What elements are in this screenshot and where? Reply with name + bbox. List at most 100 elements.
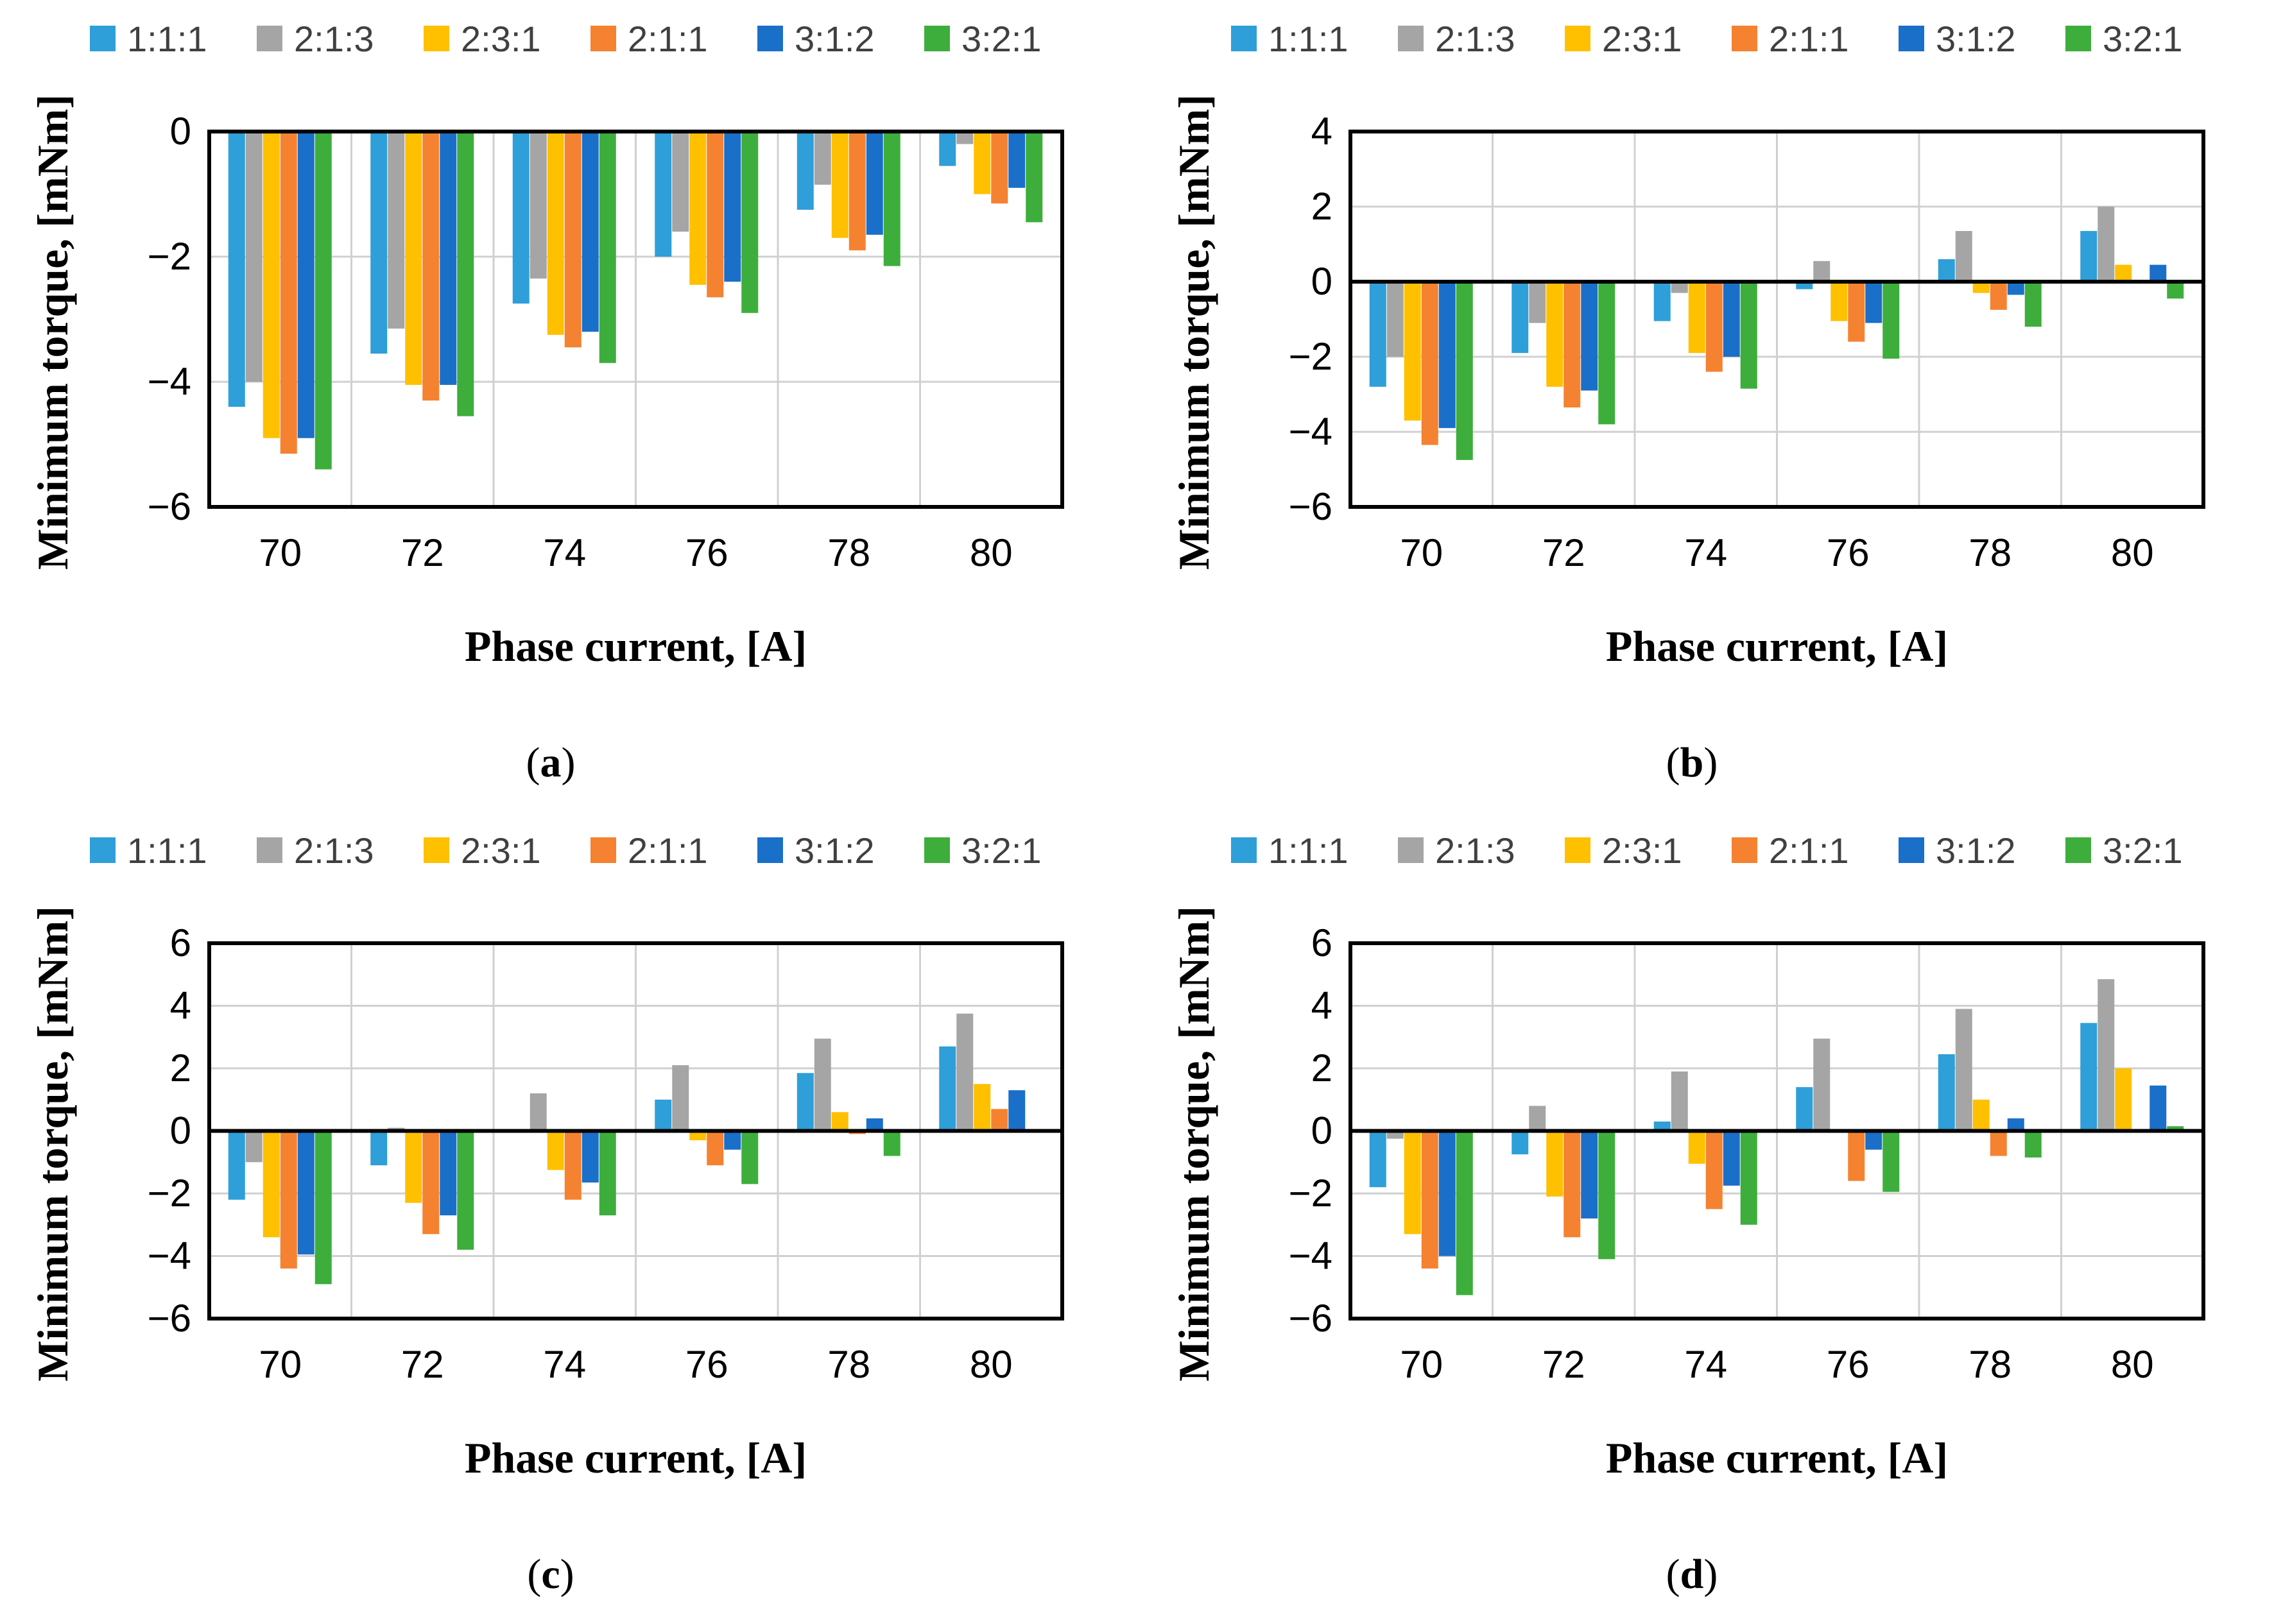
- bar: [707, 132, 723, 297]
- bar: [298, 132, 314, 438]
- bar: [457, 132, 474, 416]
- chart-panel-c: 1:1:1 2:1:3 2:3:1 2:1:1 3:1:2 3:2:1 6 4 2 0 −2 −4 −6…: [0, 812, 1141, 1623]
- x-axis-title: Phase current, [A]: [1606, 1433, 1948, 1482]
- x-tick-label: 70: [1400, 1343, 1443, 1386]
- bar: [2149, 1086, 2166, 1131]
- bar: [405, 132, 422, 385]
- x-tick-label: 72: [1542, 1343, 1585, 1386]
- x-tick-label: 78: [1969, 531, 2012, 574]
- bar: [832, 1112, 849, 1131]
- y-tick-label: −4: [148, 360, 191, 403]
- legend-swatch: [1398, 26, 1424, 51]
- bar: [991, 1109, 1008, 1131]
- y-tick-label: 0: [1311, 260, 1332, 303]
- y-tick-label: 4: [1311, 110, 1332, 153]
- bar: [2080, 1023, 2097, 1131]
- legend-label: 2:1:1: [1769, 830, 1849, 871]
- chart-panel-d: 1:1:1 2:1:3 2:3:1 2:1:1 3:1:2 3:2:1 6 4 2 0 −2 −4 −6…: [1141, 812, 2282, 1623]
- bar: [582, 1131, 599, 1183]
- legend-label: 3:2:1: [961, 830, 1042, 871]
- bar: [315, 1131, 332, 1285]
- legend-label: 2:3:1: [461, 19, 541, 59]
- bar: [457, 1131, 474, 1250]
- chart-svg: 1:1:1 2:1:3 2:3:1 2:1:1 3:1:2 3:2:1420−2−4−67…: [1141, 0, 2282, 812]
- legend-swatch: [924, 837, 950, 863]
- y-tick-label: 4: [1311, 984, 1332, 1027]
- bar: [547, 132, 564, 335]
- bar: [1564, 1131, 1580, 1238]
- x-tick-label: 76: [1827, 531, 1870, 574]
- bar: [1598, 282, 1615, 424]
- x-tick-label: 78: [1969, 1343, 2012, 1386]
- legend-label: 1:1:1: [127, 830, 207, 871]
- bar: [565, 132, 582, 347]
- y-axis-title: Minimum torque, [mNm]: [1169, 94, 1218, 570]
- legend-label: 1:1:1: [1268, 830, 1348, 871]
- legend-label: 3:2:1: [2103, 830, 2183, 871]
- y-tick-label: 6: [1311, 921, 1332, 964]
- bar: [280, 1131, 297, 1269]
- legend-label: 2:1:1: [1769, 19, 1849, 59]
- legend-label: 2:1:1: [628, 830, 708, 871]
- bar: [1956, 231, 1972, 282]
- y-tick-label: 2: [170, 1047, 191, 1090]
- bar: [1723, 282, 1740, 357]
- bar: [2167, 282, 2184, 298]
- bar: [866, 132, 883, 235]
- x-axis-title: Phase current, [A]: [465, 1433, 807, 1482]
- legend-swatch: [590, 26, 616, 51]
- y-tick-label: 4: [170, 984, 191, 1027]
- legend-label: 2:1:3: [294, 830, 374, 871]
- bar: [228, 132, 245, 407]
- bar: [741, 1131, 758, 1184]
- bar: [797, 132, 814, 210]
- bar: [672, 132, 689, 232]
- bar: [1956, 1009, 1972, 1131]
- legend-swatch: [1231, 837, 1257, 863]
- bar: [263, 132, 280, 438]
- bar: [707, 1131, 723, 1166]
- y-tick-label: −2: [148, 235, 191, 278]
- bar: [974, 1084, 990, 1131]
- y-tick-label: −6: [148, 1297, 191, 1340]
- chart-svg: 1:1:1 2:1:3 2:3:1 2:1:1 3:1:2 3:2:1 0 −2 −4 −6 70 7…: [0, 0, 1141, 812]
- bar: [797, 1073, 814, 1131]
- legend-swatch: [2065, 26, 2091, 51]
- y-tick-label: −6: [148, 485, 191, 528]
- bar: [1831, 282, 1847, 321]
- bar: [1706, 282, 1723, 372]
- y-tick-label: 6: [170, 921, 191, 964]
- bar: [1848, 282, 1865, 342]
- bar: [1546, 282, 1563, 387]
- bar: [1456, 1131, 1473, 1295]
- bar: [2025, 1131, 2042, 1158]
- bar: [1370, 282, 1386, 387]
- bar: [1813, 261, 1830, 282]
- bar: [1008, 132, 1025, 188]
- bar: [246, 1131, 263, 1163]
- bar: [422, 1131, 439, 1235]
- bar: [1671, 1072, 1688, 1131]
- bar: [422, 132, 439, 400]
- x-tick-label: 74: [543, 531, 586, 574]
- legend-swatch: [257, 26, 282, 51]
- bar: [672, 1065, 689, 1131]
- bar: [1689, 282, 1705, 353]
- legend-swatch: [90, 26, 116, 51]
- x-tick-label: 72: [401, 1343, 444, 1386]
- y-tick-label: −6: [1289, 1297, 1332, 1340]
- y-tick-label: −4: [148, 1235, 191, 1278]
- legend-label: 2:1:3: [294, 19, 374, 59]
- x-tick-label: 76: [1827, 1343, 1870, 1386]
- y-tick-label: 0: [170, 110, 191, 153]
- bar: [1723, 1131, 1740, 1186]
- legend-label: 3:1:2: [795, 830, 875, 871]
- bar: [1546, 1131, 1563, 1197]
- bar: [2025, 282, 2042, 327]
- bar: [1654, 282, 1671, 321]
- bar: [1848, 1131, 1865, 1181]
- x-tick-label: 70: [259, 1343, 302, 1386]
- chart-svg: 1:1:1 2:1:3 2:3:1 2:1:1 3:1:2 3:2:16420−2−4−6…: [1141, 812, 2282, 1623]
- chart-panel-a: 1:1:1 2:1:3 2:3:1 2:1:1 3:1:2 3:2:1 0 −2 −4 −6 70 7…: [0, 0, 1141, 812]
- x-tick-label: 72: [401, 531, 444, 574]
